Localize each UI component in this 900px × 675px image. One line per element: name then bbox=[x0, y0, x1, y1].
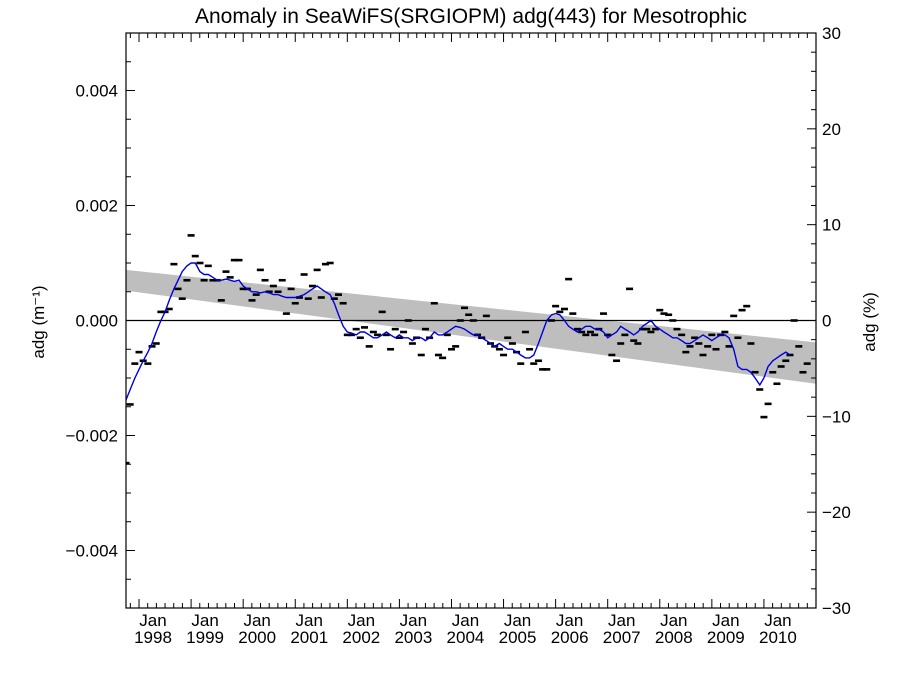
x-tick-month: Jan bbox=[556, 611, 583, 630]
left-tick-label: 0.002 bbox=[75, 197, 118, 216]
right-axis-title: adg (%) bbox=[860, 292, 879, 352]
x-tick-month: Jan bbox=[243, 611, 270, 630]
x-tick-year: 2009 bbox=[707, 628, 745, 647]
x-tick-month: Jan bbox=[348, 611, 375, 630]
plot-area: 0.0040.0020.000−0.002−0.0043020100−10−20… bbox=[66, 24, 851, 647]
x-tick-month: Jan bbox=[296, 611, 323, 630]
x-tick-year: 2010 bbox=[759, 628, 797, 647]
x-tick-year: 2005 bbox=[499, 628, 537, 647]
left-axis-title: adg (m⁻¹) bbox=[29, 285, 48, 358]
x-tick-month: Jan bbox=[712, 611, 739, 630]
x-tick-year: 2006 bbox=[551, 628, 589, 647]
x-tick-year: 2008 bbox=[655, 628, 693, 647]
x-tick-year: 2002 bbox=[342, 628, 380, 647]
x-tick-year: 2001 bbox=[290, 628, 328, 647]
left-tick-label: 0.004 bbox=[75, 82, 118, 101]
right-tick-label: 0 bbox=[822, 312, 831, 331]
running-mean-line bbox=[126, 262, 791, 401]
right-tick-label: 10 bbox=[822, 216, 841, 235]
x-tick-month: Jan bbox=[400, 611, 427, 630]
x-tick-year: 2004 bbox=[447, 628, 485, 647]
right-tick-label: −30 bbox=[822, 599, 851, 618]
x-tick-year: 2007 bbox=[603, 628, 641, 647]
left-tick-label: 0.000 bbox=[75, 312, 118, 331]
right-tick-label: −20 bbox=[822, 503, 851, 522]
right-tick-label: 30 bbox=[822, 24, 841, 43]
x-tick-month: Jan bbox=[504, 611, 531, 630]
x-tick-month: Jan bbox=[660, 611, 687, 630]
left-tick-label: −0.002 bbox=[66, 427, 118, 446]
x-tick-year: 1999 bbox=[186, 628, 224, 647]
x-tick-month: Jan bbox=[608, 611, 635, 630]
x-tick-month: Jan bbox=[139, 611, 166, 630]
x-tick-year: 2000 bbox=[238, 628, 276, 647]
right-tick-label: 20 bbox=[822, 120, 841, 139]
chart-title: Anomaly in SeaWiFS(SRGIOPM) adg(443) for… bbox=[195, 5, 747, 28]
x-tick-month: Jan bbox=[191, 611, 218, 630]
x-tick-month: Jan bbox=[452, 611, 479, 630]
x-tick-year: 2003 bbox=[394, 628, 432, 647]
right-tick-label: −10 bbox=[822, 407, 851, 426]
x-tick-month: Jan bbox=[764, 611, 791, 630]
x-tick-year: 1998 bbox=[134, 628, 172, 647]
left-tick-label: −0.004 bbox=[66, 542, 118, 561]
